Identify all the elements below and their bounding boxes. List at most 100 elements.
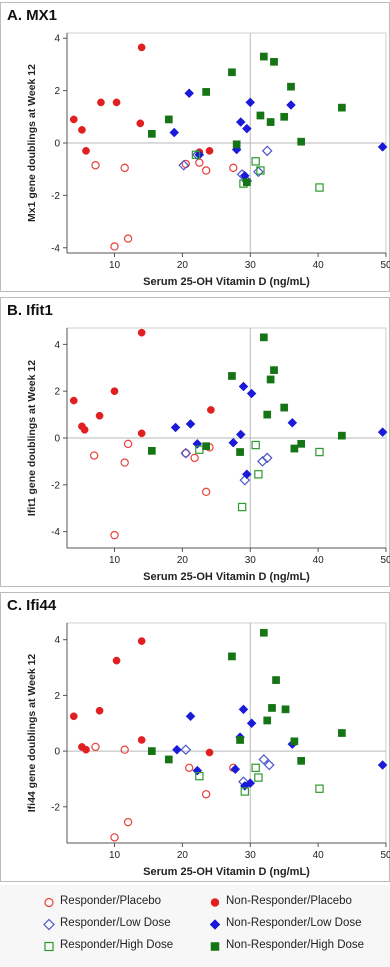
y-tick-label: -2 [51,480,60,491]
data-point [338,431,346,440]
open-square-marker-icon [44,941,54,952]
y-tick-label: -4 [51,527,60,538]
data-point [287,417,298,428]
data-point [110,387,119,396]
data-point [91,742,100,752]
data-point [147,747,156,755]
data-point [120,163,129,173]
data-point [243,178,251,187]
data-point [266,375,275,384]
data-point [164,755,173,764]
data-point [228,372,236,380]
data-point [281,705,290,714]
data-point [169,127,180,138]
y-axis-label: Mx1 gene doublings at Week 12 [26,64,38,222]
legend-marker [210,898,220,907]
data-point [82,147,90,155]
data-point [137,43,146,52]
panel-title: A. MX1 [7,7,58,24]
y-tick-label: -4 [51,243,60,254]
data-point [270,366,278,374]
y-axis-label: Ifit1 gene doublings at Week 12 [26,360,38,516]
series-non-responder-placebo [69,328,215,438]
series-responder-high-dose [191,150,324,192]
x-tick-label: 20 [177,850,189,861]
data-point [190,453,199,463]
y-tick-label: -2 [51,802,60,813]
data-point [268,704,276,712]
data-point [184,763,194,773]
x-tick-label: 50 [380,555,390,566]
series-responder-high-dose [195,440,324,512]
legend-marker [44,941,54,952]
data-point [137,637,146,645]
data-point [377,427,388,438]
mx1-scatter-plot: 10 20 30 40 50 -4 -2 0 2 4 Serum 25-OH Vitamin D (… [26,32,390,288]
data-point [228,652,236,661]
data-point [229,163,238,173]
data-point [95,706,104,715]
series-non-responder-high-dose [147,628,346,765]
data-point [338,103,346,112]
y-tick-label: 2 [54,387,60,398]
data-point [280,112,289,121]
data-point [110,530,119,540]
data-point [290,444,299,453]
data-point [270,57,278,66]
series-responder-placebo [91,158,238,251]
data-point [172,744,182,755]
legend-label: Non-Responder/Low Dose [226,917,362,929]
data-point [207,406,215,414]
panel-mx1: A. MX1 10 20 30 40 50 -4 -2 0 2 4 Serum 25-OH Vita… [0,2,390,292]
data-point [147,447,156,455]
x-tick-label: 30 [245,555,257,566]
data-point [202,442,210,451]
series-non-responder-low-dose [172,704,388,791]
data-point [315,183,324,192]
legend-label: Non-Responder/Placebo [226,895,352,907]
x-tick-label: 40 [313,260,325,271]
data-point [112,656,121,665]
data-point [235,429,246,440]
data-point [315,447,324,457]
data-point [137,429,146,438]
y-tick-label: 0 [54,139,60,150]
y-tick-label: 4 [54,340,60,351]
data-point [263,716,272,725]
legend-label: Responder/High Dose [60,939,174,951]
data-point [202,88,210,96]
data-point [112,98,121,107]
series-responder-high-dose [195,763,324,796]
data-point [82,745,90,754]
data-point [253,166,264,178]
data-point [123,439,133,449]
filled-diamond-marker-icon [209,919,221,930]
x-tick-label: 40 [313,555,325,566]
panel-title: B. Ifit1 [7,302,53,319]
series-responder-placebo [91,742,238,842]
ifi44-scatter-plot: 10 20 30 40 50 -2 0 2 4 Serum 25-OH Vitamin D (ng… [26,622,390,878]
data-point [377,142,388,152]
y-axis-label: Ifi44 gene doublings at Week 12 [26,654,38,813]
y-tick-label: 0 [54,747,60,758]
data-point [147,129,156,138]
data-point [205,147,214,155]
data-point [110,242,119,251]
data-point [184,88,195,99]
data-point [232,140,241,149]
data-point [263,410,272,419]
data-point [338,729,346,737]
data-point [251,440,260,450]
x-tick-label: 40 [313,850,325,861]
series-responder-placebo [89,439,214,540]
data-point [120,745,129,754]
data-point [201,487,211,497]
data-point [123,234,133,243]
data-point [136,119,145,128]
data-point [256,166,265,175]
panel-ifit1: B. Ifit1 10 20 30 40 50 -4 -2 0 2 4 Serum 25-OH Vi… [0,297,390,587]
data-point [246,718,257,729]
data-point [290,737,299,746]
data-point [91,161,100,170]
data-point [242,123,252,134]
